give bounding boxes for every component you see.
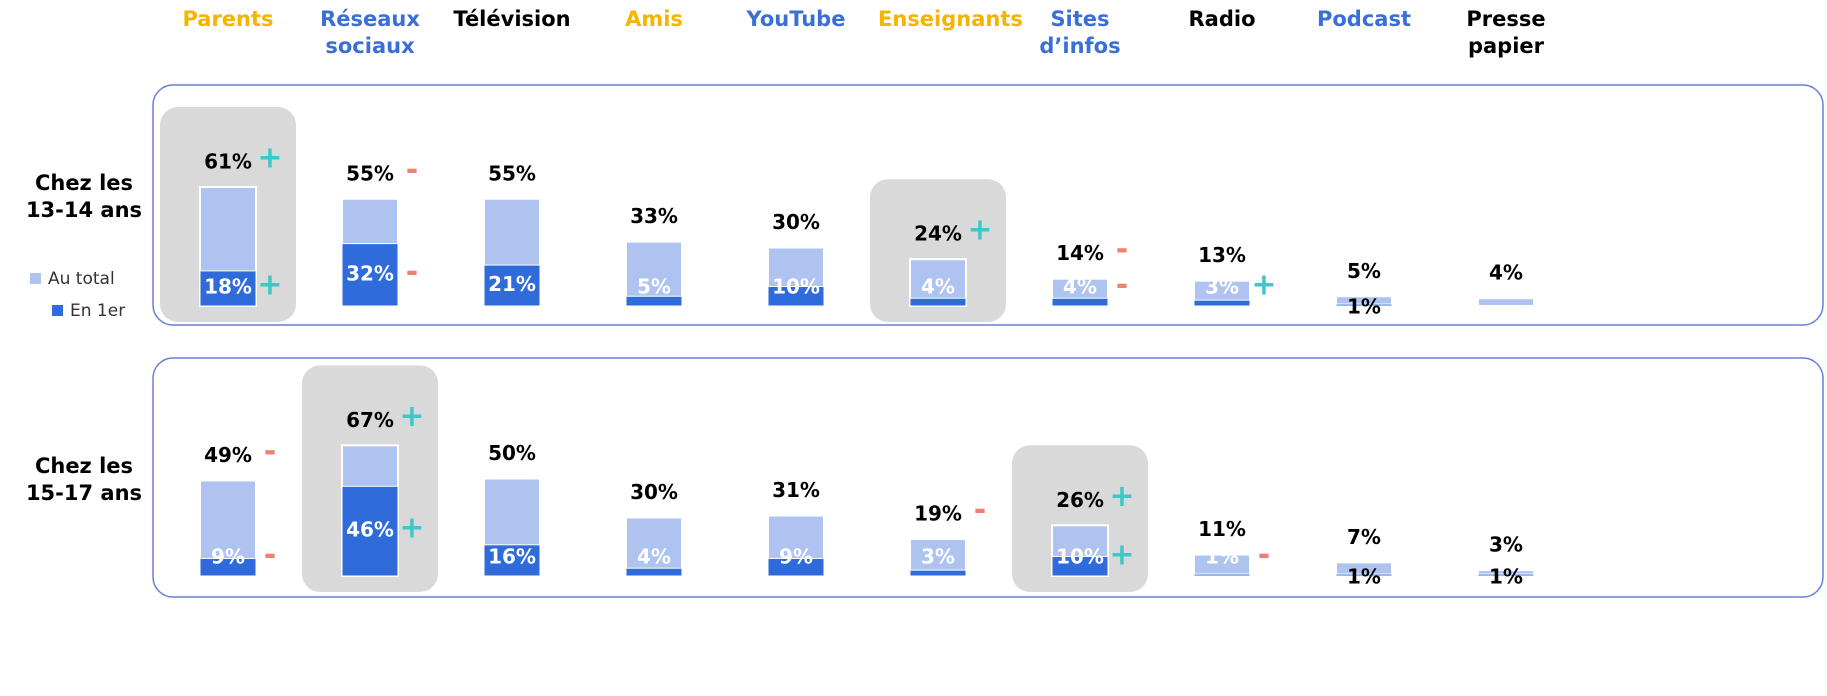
bar-first <box>1335 573 1393 577</box>
value-label: 16% <box>488 545 536 569</box>
value-label: 13% <box>1198 243 1246 267</box>
bar-first <box>1193 573 1251 577</box>
value-label: 30% <box>630 480 678 504</box>
category-header: Enseignants <box>878 7 1023 31</box>
value-label: 49% <box>204 443 252 467</box>
bar-first <box>1051 556 1109 577</box>
trend-marker: + <box>1109 538 1134 573</box>
legend-swatch <box>30 273 41 284</box>
value-label: 50% <box>488 441 536 465</box>
category-header: Podcast <box>1316 7 1411 31</box>
value-label: 4% <box>1063 275 1097 299</box>
trend-marker: - <box>1116 268 1128 303</box>
trend-marker: + <box>1109 479 1134 514</box>
value-label: 14% <box>1056 241 1104 265</box>
bar-first <box>199 557 257 577</box>
value-label: 55% <box>346 161 394 185</box>
trend-marker: + <box>257 141 282 176</box>
category-header: Sites d’infos <box>1039 7 1121 58</box>
category-header: Amis <box>625 7 683 31</box>
value-label: 19% <box>914 501 962 525</box>
value-label: 3% <box>1489 533 1523 557</box>
value-label: 1% <box>1205 545 1239 569</box>
value-label: 21% <box>488 272 536 296</box>
group-label: Chez les 15-17 ans <box>25 454 143 505</box>
value-label: 26% <box>1056 488 1104 512</box>
category-header: Réseaux sociaux <box>320 7 420 58</box>
value-label: 7% <box>1347 525 1381 549</box>
bar-first <box>909 569 967 577</box>
value-label: 61% <box>204 150 252 174</box>
trend-marker: + <box>399 399 424 434</box>
bar-total <box>1477 297 1535 308</box>
value-label: 24% <box>914 222 962 246</box>
category-header: Télévision <box>453 7 571 31</box>
highlight-box <box>870 179 1006 322</box>
value-label: 11% <box>1198 517 1246 541</box>
trend-marker: - <box>974 492 986 527</box>
category-header: Radio <box>1188 7 1256 31</box>
bar-first <box>1193 299 1251 307</box>
value-label: 18% <box>204 275 252 299</box>
bar-first <box>625 567 683 577</box>
bar-first <box>625 295 683 307</box>
legend-label: Au total <box>48 269 115 289</box>
bar-first <box>341 485 399 577</box>
value-label: 55% <box>488 161 536 185</box>
value-label: 10% <box>772 275 820 299</box>
bar-first <box>1335 303 1393 307</box>
value-label: 46% <box>346 518 394 542</box>
value-label: 4% <box>1489 261 1523 285</box>
bar-first <box>767 557 825 577</box>
bar-first <box>199 270 257 307</box>
value-label: 4% <box>637 545 671 569</box>
trend-marker: + <box>257 268 282 303</box>
value-label: 4% <box>921 275 955 299</box>
value-label: 33% <box>630 204 678 228</box>
category-header: Parents <box>182 7 274 31</box>
value-label: 10% <box>1056 545 1104 569</box>
value-label: 32% <box>346 261 394 285</box>
bar-first <box>767 286 825 307</box>
bar-first <box>1477 573 1535 577</box>
category-header: Presse papier <box>1466 7 1546 58</box>
value-label: 5% <box>1347 259 1381 283</box>
bar-first <box>909 297 967 307</box>
bar-first <box>341 243 399 307</box>
group-frame <box>152 357 1824 598</box>
value-label: 9% <box>779 545 813 569</box>
trend-marker: - <box>406 152 418 187</box>
bar-first <box>483 264 541 307</box>
value-label: 9% <box>211 545 245 569</box>
group-label: Chez les 13-14 ans <box>25 171 143 222</box>
value-label: 1% <box>1347 565 1381 589</box>
highlight-box <box>1012 445 1148 592</box>
trend-marker: - <box>264 434 276 469</box>
trend-marker: - <box>1116 232 1128 267</box>
bar-first <box>1051 297 1109 307</box>
legend-swatch <box>52 305 63 316</box>
value-label: 1% <box>1489 565 1523 589</box>
value-label: 3% <box>921 545 955 569</box>
bar-total <box>625 240 683 307</box>
trend-marker: + <box>1251 268 1276 303</box>
value-label: 5% <box>637 275 671 299</box>
value-label: 31% <box>772 478 820 502</box>
trend-marker: + <box>967 213 992 248</box>
category-header: YouTube <box>746 7 846 31</box>
trend-marker: - <box>1258 538 1270 573</box>
trend-marker: - <box>406 254 418 289</box>
bar-first <box>483 544 541 577</box>
value-label: 30% <box>772 210 820 234</box>
value-label: 67% <box>346 408 394 432</box>
trend-marker: + <box>399 511 424 546</box>
legend-label: En 1er <box>70 301 125 321</box>
group-frame <box>152 84 1824 326</box>
trend-marker: - <box>264 538 276 573</box>
value-label: 3% <box>1205 275 1239 299</box>
value-label: 1% <box>1347 295 1381 319</box>
